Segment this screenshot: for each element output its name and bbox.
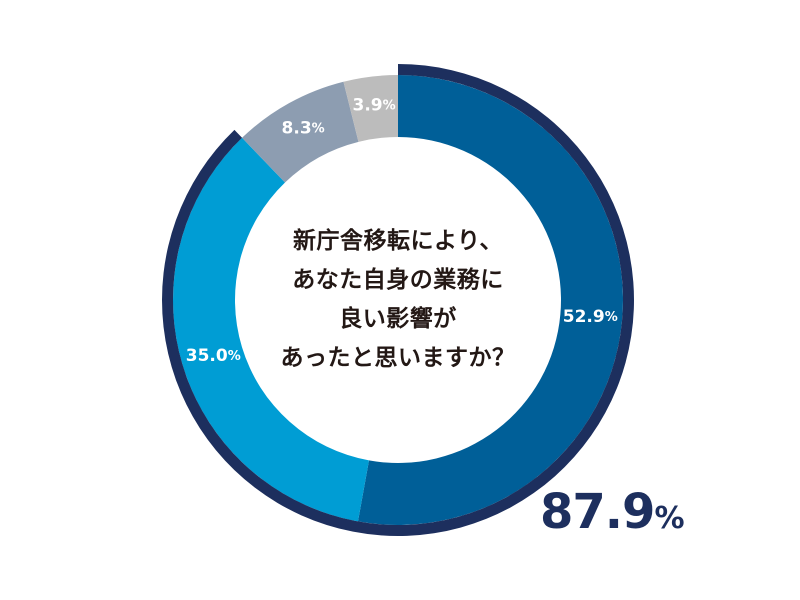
ring-layer — [173, 75, 623, 525]
slice-label-percent-2: % — [228, 348, 241, 363]
question-line-1: 新庁舎移転により、 — [292, 228, 504, 254]
slice-label-value-4: 3.9 — [352, 95, 382, 115]
slice-label-4: 3.9% — [352, 95, 395, 115]
slice-3 — [242, 81, 359, 183]
positive-total-percent-sign: % — [654, 501, 685, 536]
slice-label-value-1: 52.9 — [563, 307, 605, 327]
question-line-2: あなた自身の業務に — [292, 267, 504, 293]
slice-label-percent-4: % — [383, 98, 396, 113]
slice-label-value-2: 35.0 — [186, 346, 228, 366]
slice-label-1: 52.9% — [563, 307, 618, 327]
slice-label-2: 35.0% — [186, 346, 241, 366]
slice-label-3: 8.3% — [282, 118, 325, 138]
slice-4 — [343, 75, 398, 142]
slice-label-percent-3: % — [312, 121, 325, 136]
slice-label-value-3: 8.3 — [282, 118, 312, 138]
positive-total: 87.9% — [540, 484, 685, 540]
question-line-4: あったと思いますか？ — [280, 345, 516, 371]
center-question: 新庁舎移転により、 あなた自身の業務に 良い影響が あったと思いますか？ — [248, 222, 548, 378]
slice-label-percent-1: % — [605, 310, 618, 325]
slice-labels-layer: 52.9%35.0%8.3%3.9% — [186, 95, 618, 365]
slice-2 — [173, 137, 369, 522]
question-line-3: 良い影響が — [339, 306, 457, 332]
slice-1 — [357, 75, 623, 525]
positive-total-value: 87.9 — [540, 484, 655, 540]
